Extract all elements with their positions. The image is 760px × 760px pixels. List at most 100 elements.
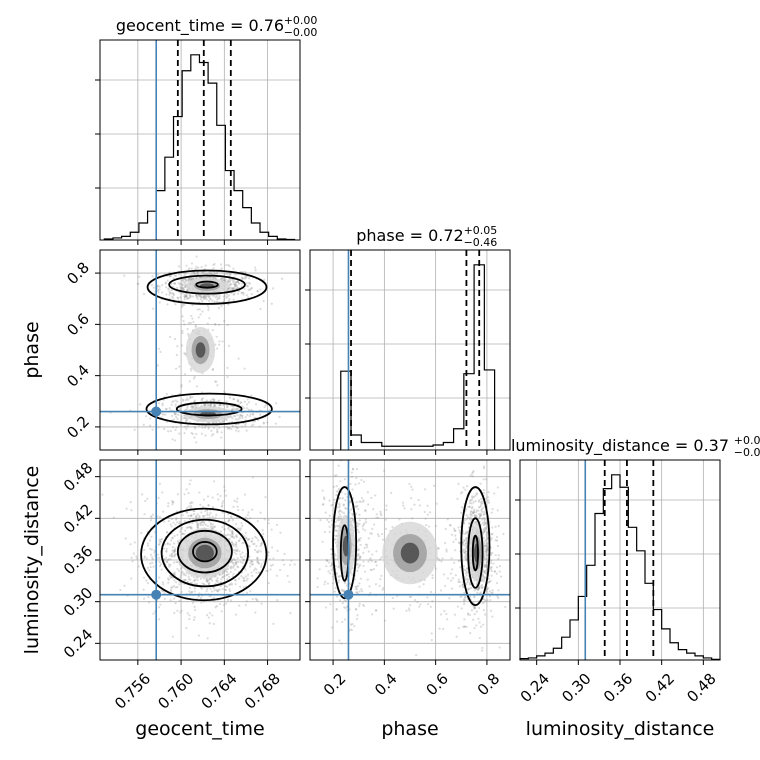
sample-point (463, 551, 466, 554)
sample-point (459, 566, 462, 569)
sample-point (227, 426, 231, 429)
sample-point (150, 535, 153, 538)
sample-point (331, 575, 334, 578)
sample-point (465, 537, 468, 540)
sample-point (232, 505, 235, 508)
sample-point (215, 380, 218, 383)
sample-point (251, 537, 254, 540)
sample-point (167, 430, 170, 433)
sample-point (427, 603, 430, 606)
sample-point (483, 576, 487, 579)
sample-point (170, 586, 173, 589)
sample-point (482, 467, 486, 470)
y-tick-label: 0.2 (63, 412, 93, 442)
sample-point (223, 279, 226, 282)
sample-point (335, 572, 338, 575)
sample-point (358, 557, 361, 560)
sample-point (173, 550, 176, 553)
sample-point (189, 278, 193, 281)
sample-point (468, 613, 471, 616)
sample-point (466, 612, 470, 615)
sample-point (288, 563, 292, 566)
sample-point (182, 319, 185, 323)
sample-point (249, 590, 252, 593)
sample-point (456, 497, 459, 500)
sample-point (151, 557, 154, 561)
sample-point (481, 646, 484, 650)
sample-point (184, 574, 187, 577)
sample-point (180, 567, 183, 570)
sample-point (238, 539, 241, 542)
sample-point (256, 289, 259, 293)
sample-point (468, 505, 471, 508)
sample-point (288, 580, 291, 583)
sample-point (374, 560, 378, 563)
sample-point (482, 506, 485, 509)
sample-point (244, 531, 247, 535)
sample-point (328, 525, 331, 528)
sample-point (472, 469, 475, 473)
sample-point (465, 569, 468, 573)
sample-point (464, 488, 467, 491)
sample-point (435, 502, 438, 505)
sample-point (257, 562, 260, 565)
sample-point (235, 287, 238, 290)
sample-point (411, 488, 414, 491)
sample-point (334, 564, 337, 568)
sample-point (362, 499, 365, 502)
sample-point (226, 288, 229, 292)
sample-point (467, 516, 470, 519)
sample-point (227, 263, 230, 267)
sample-point (495, 581, 499, 585)
sample-point (164, 413, 167, 416)
sample-point (174, 274, 178, 277)
sample-point (349, 508, 353, 511)
sample-point (359, 555, 362, 558)
sample-point (227, 520, 230, 523)
sample-point (191, 581, 194, 585)
sample-point (244, 416, 247, 419)
sample-point (243, 555, 246, 558)
sample-point (304, 580, 306, 582)
sample-point (245, 294, 248, 297)
sample-point (157, 347, 160, 350)
sample-point (194, 267, 197, 271)
sample-point (234, 284, 237, 287)
sample-point (188, 267, 191, 270)
sample-point (495, 572, 498, 575)
sample-point (227, 573, 230, 576)
sample-point (223, 489, 226, 492)
sample-point (231, 543, 234, 546)
x-tick-label: 0.48 (683, 670, 719, 706)
sample-point (364, 570, 367, 573)
sample-point (236, 548, 239, 551)
sample-point (227, 287, 230, 291)
sample-point (162, 583, 165, 586)
sample-point (168, 565, 171, 568)
sample-point (185, 488, 188, 491)
sample-point (237, 400, 240, 403)
sample-point (230, 516, 233, 519)
sample-point (185, 264, 188, 267)
sample-point (448, 597, 451, 600)
sample-point (238, 539, 241, 543)
sample-point (152, 612, 155, 615)
sample-point (178, 520, 181, 523)
sample-point (229, 599, 233, 602)
sample-point (173, 555, 176, 558)
sample-point (227, 299, 230, 302)
sample-point (236, 418, 240, 421)
sample-point (183, 573, 186, 576)
sample-point (246, 517, 249, 520)
sample-point (364, 509, 367, 512)
sample-point (449, 579, 453, 582)
sample-point (244, 537, 248, 540)
sample-point (178, 599, 181, 602)
sample-point (323, 583, 326, 586)
sample-point (483, 511, 486, 514)
sample-point (193, 375, 196, 378)
sample-point (464, 556, 468, 560)
sample-point (101, 493, 104, 496)
sample-point (379, 512, 382, 515)
sample-point (233, 273, 236, 276)
